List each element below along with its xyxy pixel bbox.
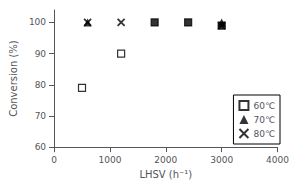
svg-text:Conversion (%): Conversion (%) (8, 40, 19, 117)
svg-text:70℃: 70℃ (253, 115, 275, 125)
svg-text:80℃: 80℃ (253, 129, 275, 139)
svg-text:90: 90 (35, 49, 47, 59)
svg-text:80: 80 (35, 80, 47, 90)
svg-text:100: 100 (29, 17, 46, 27)
svg-text:2000: 2000 (154, 155, 177, 165)
svg-text:70: 70 (35, 111, 47, 121)
svg-text:60: 60 (35, 142, 47, 152)
svg-text:4000: 4000 (266, 155, 289, 165)
svg-text:LHSV (h⁻¹): LHSV (h⁻¹) (139, 169, 192, 180)
svg-text:3000: 3000 (210, 155, 233, 165)
svg-text:1000: 1000 (98, 155, 121, 165)
svg-text:60℃: 60℃ (253, 101, 275, 111)
svg-text:0: 0 (51, 155, 57, 165)
